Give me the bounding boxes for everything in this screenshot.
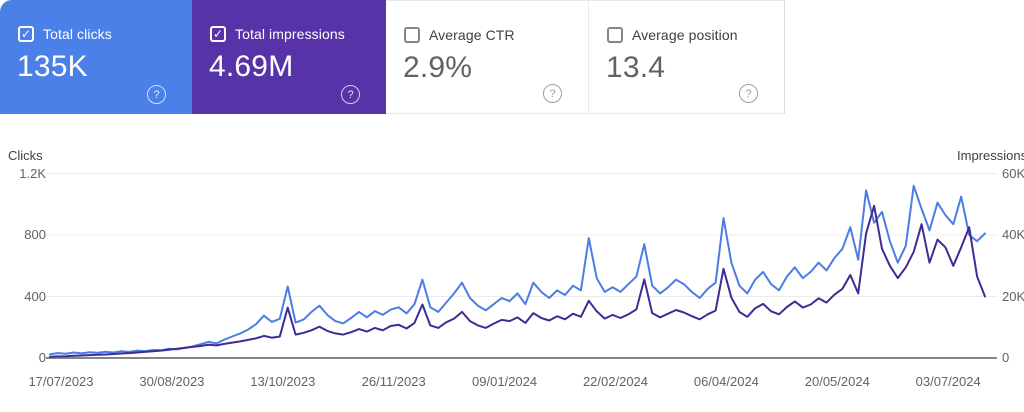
help-icon[interactable]: ? (341, 85, 360, 104)
help-icon[interactable]: ? (543, 84, 562, 103)
right-tick-label: 0 (1002, 350, 1010, 365)
total-impressions-value: 4.69M (209, 50, 294, 83)
date-tick-label: 06/04/2024 (693, 374, 759, 389)
help-icon[interactable]: ? (739, 84, 758, 103)
left-tick-label: 400 (24, 288, 46, 304)
date-tick-label: 20/05/2024 (804, 374, 870, 389)
left-tick-label: 0 (38, 350, 46, 365)
average-position-label: Average position (632, 27, 738, 43)
date-tick-label: 17/07/2023 (28, 374, 94, 389)
right-tick-label: 60K (1002, 165, 1024, 181)
left-axis-title: Clicks (8, 148, 43, 163)
left-tick-label: 800 (24, 227, 46, 242)
average-position-card[interactable]: Average position 13.4 ? (588, 0, 785, 114)
series-line (49, 184, 986, 356)
series-line (49, 204, 986, 358)
metric-cards-row: ✓ Total clicks 135K ? ✓ Total impression… (0, 0, 785, 114)
date-tick-label: 30/08/2023 (139, 374, 205, 389)
date-tick-label: 03/07/2024 (915, 374, 981, 389)
average-ctr-label: Average CTR (429, 27, 515, 43)
date-tick-label: 09/01/2024 (472, 374, 538, 389)
total-clicks-card[interactable]: ✓ Total clicks 135K ? (0, 0, 192, 114)
right-tick-label: 40K (1002, 227, 1024, 242)
average-ctr-card[interactable]: Average CTR 2.9% ? (386, 0, 588, 114)
date-tick-label: 26/11/2023 (361, 374, 426, 389)
average-position-value: 13.4 (606, 51, 666, 84)
help-icon[interactable]: ? (147, 85, 166, 104)
date-tick-label: 22/02/2024 (582, 374, 649, 389)
average-ctr-checkbox[interactable] (404, 27, 420, 43)
check-icon: ✓ (212, 27, 224, 41)
right-tick-label: 20K (1002, 288, 1024, 304)
total-clicks-checkbox[interactable]: ✓ (18, 26, 34, 42)
total-impressions-label: Total impressions (235, 26, 345, 42)
average-position-checkbox[interactable] (607, 27, 623, 43)
total-clicks-value: 135K (17, 50, 88, 83)
total-impressions-checkbox[interactable]: ✓ (210, 26, 226, 42)
average-ctr-value: 2.9% (403, 51, 473, 84)
check-icon: ✓ (20, 27, 32, 41)
left-tick-label: 1.2K (19, 165, 46, 181)
total-impressions-card[interactable]: ✓ Total impressions 4.69M ? (192, 0, 386, 114)
total-clicks-label: Total clicks (43, 26, 112, 42)
date-tick-label: 13/10/2023 (250, 374, 316, 389)
right-axis-title: Impressions (957, 148, 1024, 163)
